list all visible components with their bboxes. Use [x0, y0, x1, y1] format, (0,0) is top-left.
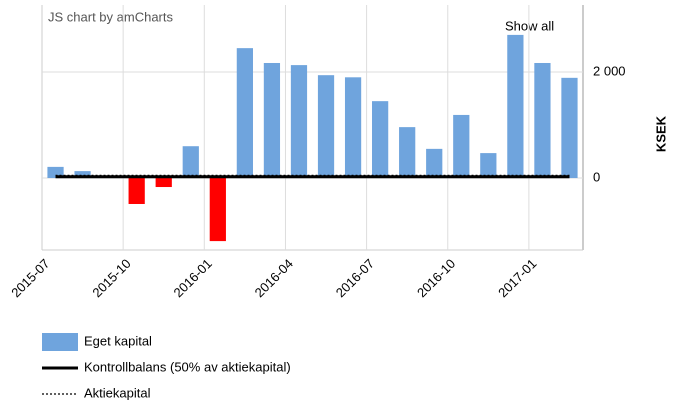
bar: [344, 77, 362, 179]
y-tick-label: 2 000: [593, 63, 626, 78]
bar: [290, 65, 308, 179]
x-tick-label: 2016-04: [252, 256, 296, 300]
x-tick-label: 2017-01: [495, 256, 539, 300]
legend-label: Kontrollbalans (50% av aktiekapital): [84, 359, 291, 374]
bar: [561, 77, 578, 179]
bar: [236, 48, 253, 179]
bar: [480, 153, 497, 179]
bar: [74, 171, 91, 179]
bar: [317, 75, 335, 179]
x-tick-label: 2016-07: [333, 256, 377, 300]
bar: [263, 62, 281, 179]
bar: [426, 148, 443, 179]
bar: [453, 114, 470, 179]
bar: [399, 127, 416, 179]
x-tick-label: 2016-10: [414, 256, 458, 300]
x-tick-label: 2016-01: [171, 256, 215, 300]
bar: [182, 146, 199, 179]
y-tick-label: 0: [593, 169, 600, 184]
x-tick-label: 2015-07: [8, 256, 52, 300]
bar: [128, 178, 145, 204]
show-all-button[interactable]: Show all: [505, 18, 554, 33]
bar: [155, 178, 172, 188]
x-tick-label: 2015-10: [89, 256, 133, 300]
bar: [209, 178, 226, 242]
bar: [534, 62, 551, 179]
credit: JS chart by amCharts: [48, 9, 173, 24]
bar: [507, 34, 524, 179]
bar: [47, 166, 64, 179]
legend-label: Aktiekapital: [84, 385, 151, 400]
legend-label: Eget kapital: [84, 333, 152, 348]
y-axis-label: KSEK: [653, 115, 668, 152]
legend-swatch: [42, 333, 78, 351]
bar: [372, 101, 389, 179]
